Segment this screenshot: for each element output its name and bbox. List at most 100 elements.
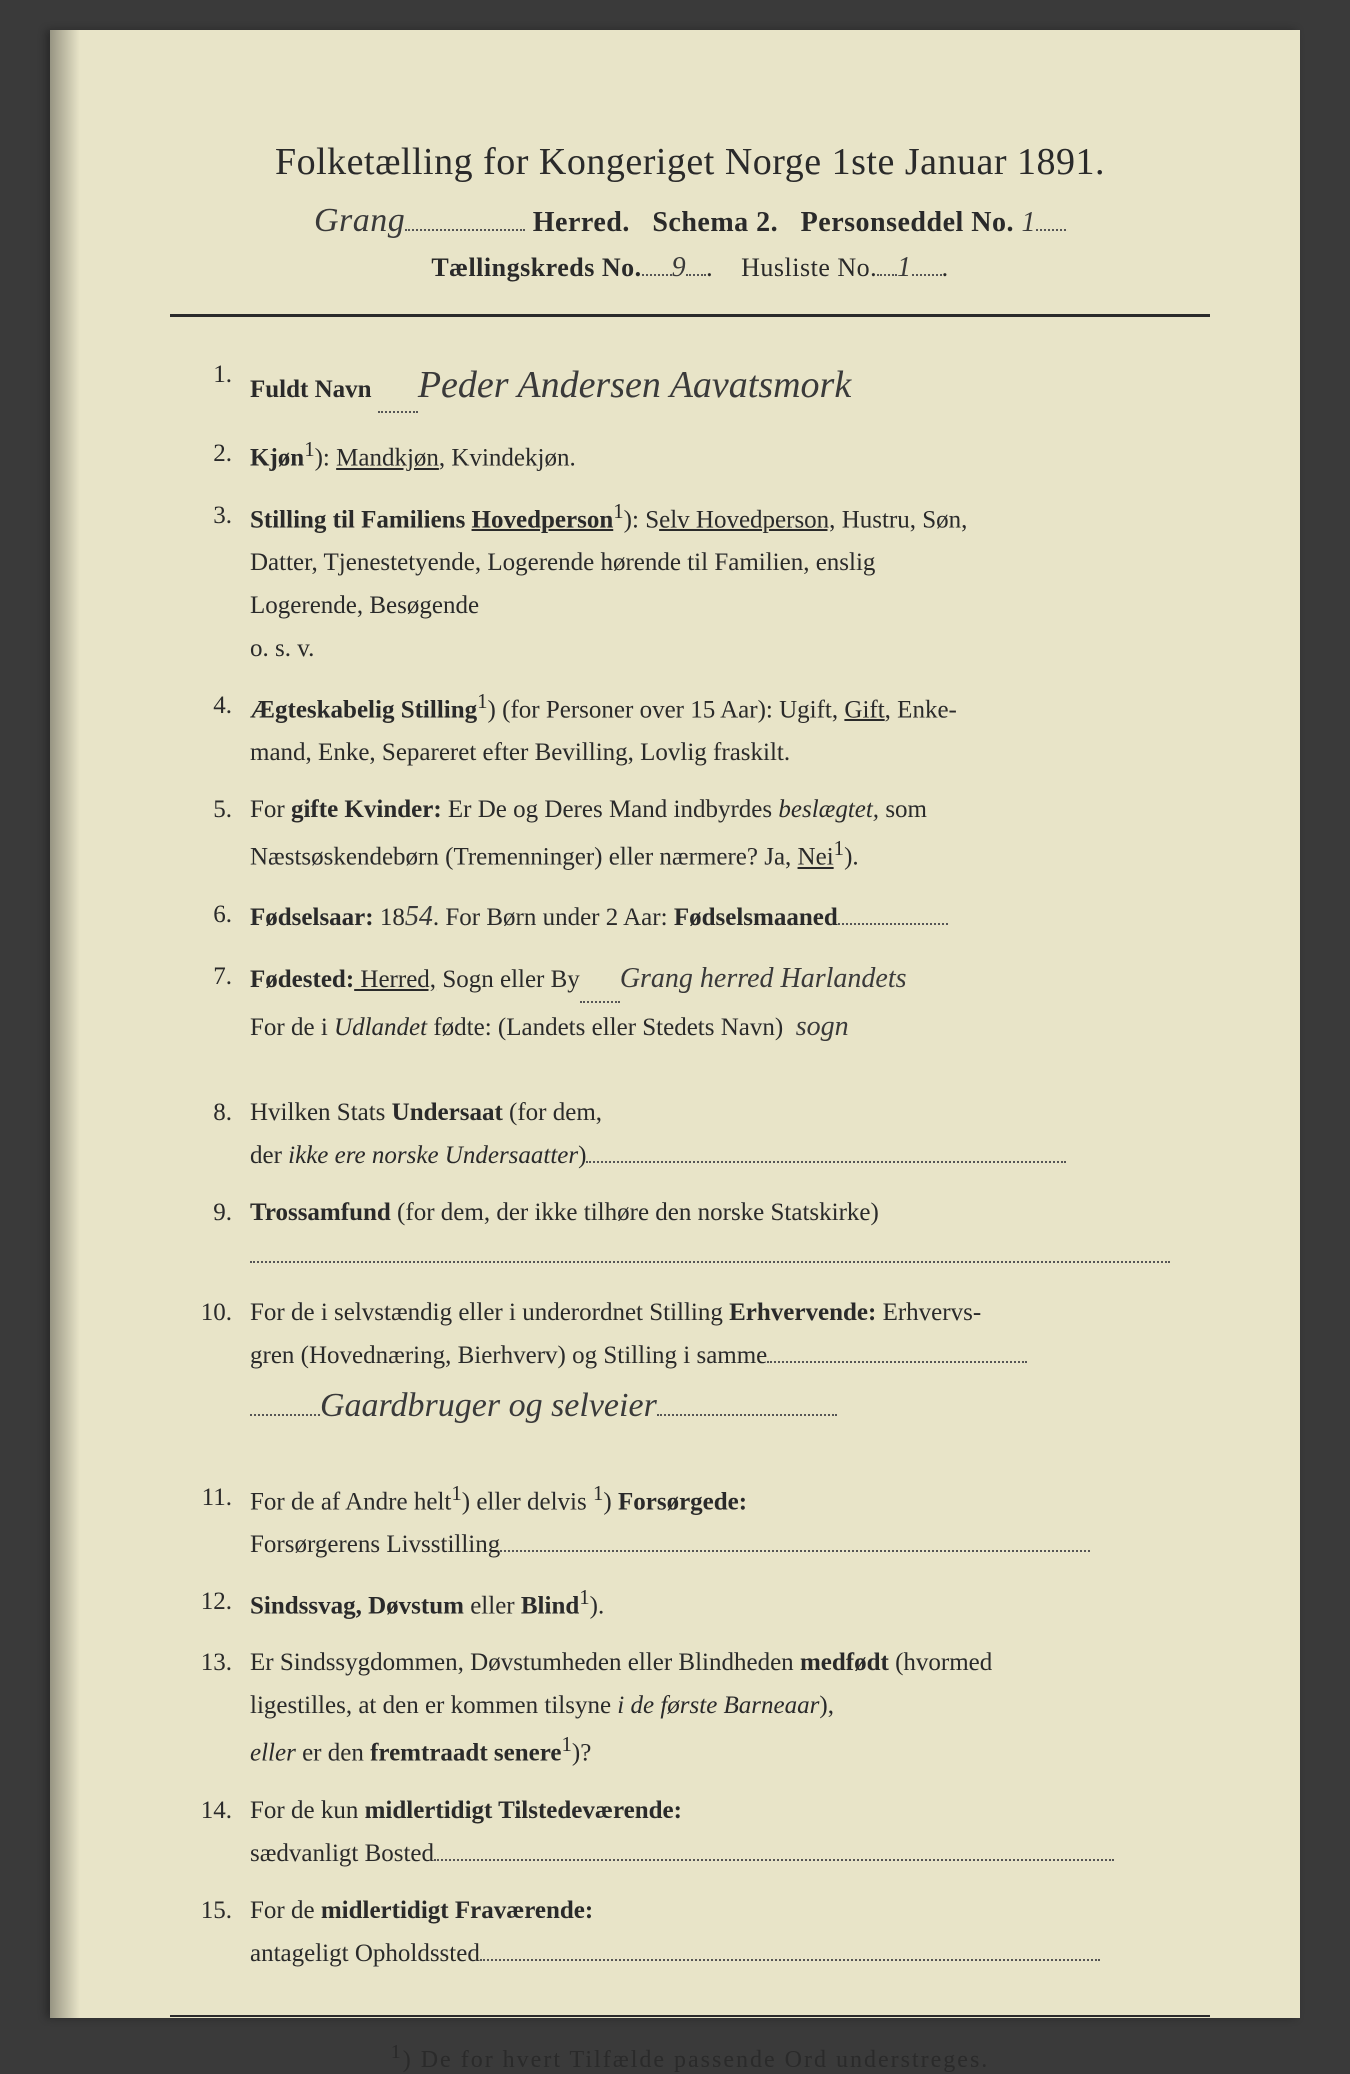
- item-num: 1.: [170, 353, 250, 418]
- label: Fødested:: [250, 966, 354, 993]
- label: Forsørgede:: [618, 1488, 747, 1515]
- label: medfødt: [800, 1649, 889, 1676]
- sup: 1: [593, 1481, 603, 1505]
- header-line-2: Grang Herred. Schema 2. Personseddel No.…: [170, 202, 1210, 240]
- item-body: Ægteskabelig Stilling1) (for Personer ov…: [250, 684, 1210, 774]
- footnote-text: ) De for hvert Tilfælde passende Ord und…: [403, 2047, 990, 2073]
- item-body: Fuldt Navn Peder Andersen Aavatsmork: [250, 353, 1210, 418]
- item-body: Er Sindssygdommen, Døvstumheden eller Bl…: [250, 1641, 1210, 1774]
- rest: Hustru, Søn,: [835, 506, 967, 533]
- label: Sindssvag, Døvstum: [250, 1592, 464, 1619]
- end: ).: [590, 1592, 605, 1619]
- kreds-no: 9: [672, 252, 687, 284]
- divider-top: [170, 314, 1210, 317]
- dotted-fill: [580, 958, 620, 1003]
- line2a: ligestilles, at den er kommen tilsyne: [250, 1692, 617, 1719]
- item-num: 13.: [170, 1641, 250, 1774]
- item-num: 5.: [170, 788, 250, 878]
- dotted-fill: [838, 923, 948, 925]
- sep: ):: [624, 506, 646, 533]
- item-num: 9.: [170, 1191, 250, 1277]
- item-6: 6. Fødselsaar: 1854. For Børn under 2 Aa…: [170, 893, 1210, 941]
- value2: sogn: [796, 1003, 849, 1051]
- form-items: 1. Fuldt Navn Peder Andersen Aavatsmork …: [170, 353, 1210, 1975]
- item-num: 15.: [170, 1889, 250, 1975]
- year-value: 54: [405, 893, 433, 941]
- pre: Hvilken Stats: [250, 1099, 392, 1126]
- pre: For: [250, 796, 291, 823]
- item-body: Stilling til Familiens Hovedperson1): Se…: [250, 494, 1210, 670]
- item-15: 15. For de midlertidigt Fraværende: anta…: [170, 1889, 1210, 1975]
- label: gifte Kvinder:: [291, 796, 442, 823]
- pre: For de af Andre helt: [250, 1488, 451, 1515]
- label: Ægteskabelig Stilling: [250, 696, 477, 723]
- sep: ):: [315, 445, 337, 472]
- sup: 1: [579, 1585, 589, 1609]
- label2: Blind: [521, 1592, 579, 1619]
- dotted-fill: [686, 274, 706, 276]
- line2a: Næstsøskendebørn (Tremenninger) eller næ…: [250, 844, 798, 871]
- opt-pre: S: [645, 506, 659, 533]
- form-title: Folketælling for Kongeriget Norge 1ste J…: [170, 140, 1210, 184]
- post: . For Børn under 2 Aar:: [433, 904, 674, 931]
- sup: 1: [834, 836, 844, 860]
- item-7: 7. Fødested: Herred, Sogn eller By Grang…: [170, 955, 1210, 1051]
- item-num: 11.: [170, 1476, 250, 1566]
- spacer: [170, 1065, 1210, 1091]
- line2ital: ikke ere norske Undersaatter: [288, 1142, 578, 1169]
- rest: (for dem,: [503, 1099, 602, 1126]
- line2c: ).: [844, 844, 859, 871]
- pre: 18: [374, 904, 405, 931]
- item-9: 9. Trossamfund (for dem, der ikke tilhør…: [170, 1191, 1210, 1277]
- label: Fuldt Navn: [250, 376, 372, 403]
- personseddel-no: 1: [1022, 207, 1037, 239]
- opt-selected: Gift: [844, 696, 884, 723]
- opt-selected: Mandkjøn: [336, 445, 439, 472]
- item-num: 12.: [170, 1580, 250, 1627]
- item-num: 4.: [170, 684, 250, 774]
- spacer: [170, 1450, 1210, 1476]
- item-12: 12. Sindssvag, Døvstum eller Blind1).: [170, 1580, 1210, 1627]
- dotted-fill: [434, 1859, 1114, 1861]
- sep: ) (for Personer over 15 Aar): Ugift,: [488, 696, 845, 723]
- item-body: For de kun midlertidigt Tilstedeværende:…: [250, 1789, 1210, 1875]
- sup: 1: [613, 499, 623, 523]
- husliste-no: 1: [897, 252, 912, 284]
- item-body: For gifte Kvinder: Er De og Deres Mand i…: [250, 788, 1210, 878]
- mid: ) eller delvis: [462, 1488, 593, 1515]
- opt-rest: , Kvindekjøn.: [439, 445, 576, 472]
- pre: Er Sindssygdommen, Døvstumheden eller Bl…: [250, 1649, 800, 1676]
- line2ital: Udlandet: [334, 1014, 427, 1041]
- item-num: 6.: [170, 893, 250, 941]
- birthplace-value: Grang herred Harlandets: [620, 955, 907, 1003]
- opt-selected: Nei: [798, 844, 834, 871]
- label2: Hovedperson: [472, 506, 614, 533]
- item-8: 8. Hvilken Stats Undersaat (for dem, der…: [170, 1091, 1210, 1177]
- footnote: 1) De for hvert Tilfælde passende Ord un…: [170, 2041, 1210, 2074]
- line2: mand, Enke, Separeret efter Bevilling, L…: [250, 739, 790, 766]
- sup: 1: [451, 1481, 461, 1505]
- item-10: 10. For de i selvstændig eller i underor…: [170, 1291, 1210, 1435]
- item-body: Fødested: Herred, Sogn eller By Grang he…: [250, 955, 1210, 1051]
- line3a: er den: [296, 1740, 370, 1767]
- item-body: For de i selvstændig eller i underordnet…: [250, 1291, 1210, 1435]
- sup: 1: [304, 437, 314, 461]
- sup: 1: [391, 2041, 403, 2063]
- line2b: fødte: (Landets eller Stedets Navn): [427, 1014, 783, 1041]
- line4: o. s. v.: [250, 635, 314, 662]
- dotted-fill: [500, 1550, 1090, 1552]
- kreds-label: Tællingskreds No.: [431, 253, 641, 282]
- personseddel-label: Personseddel No.: [801, 207, 1014, 238]
- label: Trossamfund: [250, 1199, 391, 1226]
- rest: , Enke-: [885, 696, 957, 723]
- label: Stilling til Familiens: [250, 506, 472, 533]
- opt-selected: elv Hovedperson,: [659, 506, 835, 533]
- item-num: 14.: [170, 1789, 250, 1875]
- name-value: Peder Andersen Aavatsmork: [418, 353, 851, 418]
- item-body: Sindssvag, Døvstum eller Blind1).: [250, 1580, 1210, 1627]
- herred-handwritten: Grang: [314, 202, 405, 240]
- dotted-fill: [657, 1414, 837, 1416]
- dotted-fill: [378, 368, 418, 413]
- rest: Sogn eller By: [436, 966, 580, 993]
- rest2: som: [879, 796, 927, 823]
